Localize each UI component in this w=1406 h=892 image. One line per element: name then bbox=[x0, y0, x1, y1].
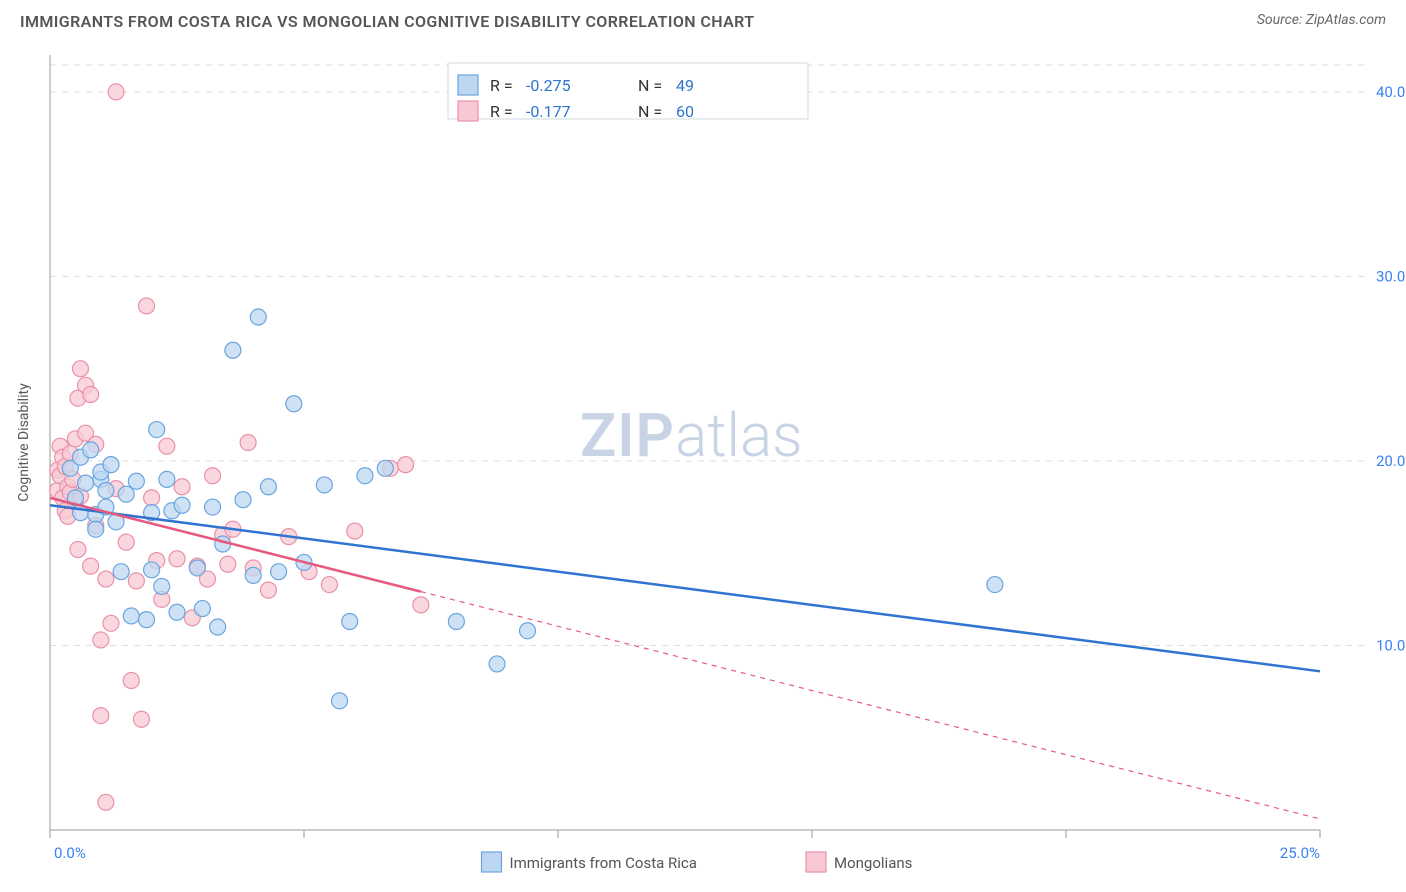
scatter-point bbox=[139, 612, 155, 628]
scatter-point bbox=[169, 551, 185, 567]
stats-N-value: 60 bbox=[676, 102, 694, 121]
scatter-point bbox=[398, 457, 414, 473]
scatter-point bbox=[245, 567, 261, 583]
scatter-point bbox=[520, 623, 536, 639]
scatter-point bbox=[332, 693, 348, 709]
legend-swatch bbox=[806, 852, 826, 872]
scatter-point bbox=[377, 460, 393, 476]
scatter-point bbox=[149, 422, 165, 438]
scatter-point bbox=[489, 656, 505, 672]
scatter-point bbox=[321, 577, 337, 593]
legend-swatch bbox=[482, 852, 502, 872]
legend-label: Immigrants from Costa Rica bbox=[510, 854, 697, 872]
scatter-point bbox=[316, 477, 332, 493]
scatter-point bbox=[174, 479, 190, 495]
scatter-point bbox=[154, 578, 170, 594]
stats-swatch bbox=[458, 101, 478, 121]
scatter-point bbox=[144, 562, 160, 578]
scatter-point bbox=[103, 615, 119, 631]
y-tick-label: 40.0% bbox=[1376, 83, 1406, 101]
scatter-point bbox=[118, 486, 134, 502]
scatter-point bbox=[210, 619, 226, 635]
scatter-point bbox=[118, 534, 134, 550]
scatter-point bbox=[271, 564, 287, 580]
scatter-point bbox=[88, 521, 104, 537]
y-tick-label: 10.0% bbox=[1376, 636, 1406, 654]
scatter-point bbox=[93, 708, 109, 724]
scatter-point bbox=[286, 396, 302, 412]
scatter-point bbox=[98, 571, 114, 587]
scatter-point bbox=[205, 499, 221, 515]
scatter-point bbox=[108, 84, 124, 100]
scatter-point bbox=[78, 475, 94, 491]
scatter-point bbox=[113, 564, 129, 580]
scatter-point bbox=[139, 298, 155, 314]
scatter-point bbox=[260, 582, 276, 598]
stats-R-label: R = bbox=[490, 102, 513, 121]
stats-N-label: N = bbox=[638, 102, 662, 121]
scatter-point bbox=[93, 632, 109, 648]
regression-line-extrapolated bbox=[421, 592, 1320, 819]
scatter-point bbox=[205, 468, 221, 484]
scatter-point bbox=[342, 613, 358, 629]
scatter-point bbox=[174, 497, 190, 513]
x-tick-label: 0.0% bbox=[54, 844, 86, 862]
scatter-point bbox=[987, 577, 1003, 593]
y-tick-label: 20.0% bbox=[1376, 452, 1406, 470]
scatter-point bbox=[169, 604, 185, 620]
stats-N-value: 49 bbox=[676, 76, 694, 95]
scatter-point bbox=[250, 309, 266, 325]
scatter-point bbox=[123, 608, 139, 624]
scatter-point bbox=[220, 556, 236, 572]
y-axis-label: Cognitive Disability bbox=[16, 383, 32, 502]
scatter-point bbox=[260, 479, 276, 495]
stats-R-label: R = bbox=[490, 76, 513, 95]
scatter-point bbox=[347, 523, 363, 539]
scatter-point bbox=[72, 361, 88, 377]
regression-line bbox=[50, 505, 1320, 671]
scatter-point bbox=[98, 482, 114, 498]
scatter-point bbox=[98, 794, 114, 810]
legend-label: Mongolians bbox=[834, 854, 912, 872]
scatter-point bbox=[70, 542, 86, 558]
scatter-point bbox=[159, 471, 175, 487]
scatter-point bbox=[189, 560, 205, 576]
scatter-point bbox=[83, 442, 99, 458]
x-tick-label: 25.0% bbox=[1280, 844, 1320, 862]
scatter-chart: 10.0% 20.0% 30.0% 40.0% 0.0% 25.0% Cognitive D… bbox=[0, 0, 1406, 892]
scatter-point bbox=[123, 673, 139, 689]
stats-R-value: -0.177 bbox=[526, 102, 571, 121]
scatter-point bbox=[235, 492, 251, 508]
scatter-point bbox=[225, 342, 241, 358]
y-tick-label: 30.0% bbox=[1376, 267, 1406, 285]
scatter-point bbox=[357, 468, 373, 484]
scatter-point bbox=[128, 473, 144, 489]
scatter-point bbox=[240, 435, 256, 451]
scatter-point bbox=[133, 711, 149, 727]
stats-swatch bbox=[458, 75, 478, 95]
scatter-point bbox=[83, 558, 99, 574]
scatter-point bbox=[448, 613, 464, 629]
scatter-point bbox=[128, 573, 144, 589]
scatter-point bbox=[159, 438, 175, 454]
stats-R-value: -0.275 bbox=[526, 76, 571, 95]
scatter-point bbox=[413, 597, 429, 613]
scatter-point bbox=[144, 490, 160, 506]
scatter-point bbox=[194, 601, 210, 617]
stats-N-label: N = bbox=[638, 76, 662, 95]
scatter-point bbox=[103, 457, 119, 473]
scatter-point bbox=[83, 387, 99, 403]
